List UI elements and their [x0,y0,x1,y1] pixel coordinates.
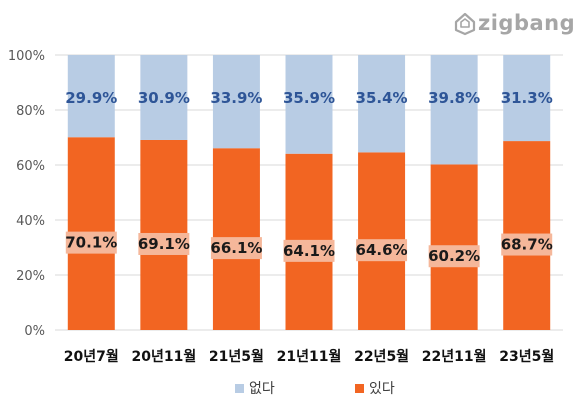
y-tick-label: 100% [8,49,45,64]
logo-text: zigbang [478,11,575,35]
x-axis-categories: 20년7월 20년11월 21년5월 21년11월 22년5월 22년11월 23년5월 [64,348,554,365]
zigbang-logo-icon [454,12,476,36]
y-tick-label: 40% [16,214,45,229]
bar-segment-없다 [212,55,260,149]
data-label-있다: 64.1% [283,242,335,260]
data-label-background [138,232,190,255]
data-label-있다: 66.1% [210,239,262,257]
legend-swatch-없다 [235,384,244,393]
x-category-label: 21년5월 [209,348,264,365]
x-category-label: 23년5월 [499,348,554,365]
data-label-있다: 60.2% [428,247,480,265]
data-label-없다: 29.9% [65,89,117,107]
data-label-없다: 30.9% [138,89,190,107]
x-category-label: 21년11월 [277,348,342,365]
data-label-background [283,239,335,262]
data-label-있다: 69.1% [138,235,190,253]
data-label-있다: 70.1% [65,234,117,252]
bar-segment-없다 [503,55,551,142]
data-label-없다: 35.9% [283,89,335,107]
y-axis-ticks: 0% 20% 40% 60% 80% 100% [8,49,45,339]
x-category-label: 20년7월 [64,348,119,365]
x-category-label: 20년11월 [131,348,196,365]
data-label-background [356,239,408,262]
bar-segment-없다 [140,55,188,140]
data-label-없다: 35.4% [356,89,408,107]
legend: 없다 있다 [235,381,395,397]
data-label-background [501,233,553,256]
data-labels: 70.1% 29.9% 69.1% 30.9% 66.1% 33.9% 64.1% 35.9%… [65,89,553,268]
data-label-있다: 68.7% [501,236,553,254]
bar-segment-없다 [67,55,115,138]
logo: zigbang [454,11,575,36]
y-tick-label: 0% [24,324,45,339]
x-category-label: 22년11월 [422,348,487,365]
x-category-label: 22년5월 [354,348,409,365]
data-label-없다: 31.3% [501,89,553,107]
bar-segment-없다 [285,55,333,154]
bar-segment-없다 [358,55,406,153]
data-label-background [65,231,117,254]
data-label-background [210,237,262,260]
legend-label-없다: 없다 [249,381,275,397]
y-tick-label: 20% [16,269,45,284]
y-tick-label: 80% [16,104,45,119]
y-tick-label: 60% [16,159,45,174]
data-label-없다: 39.8% [428,89,480,107]
data-label-background [428,245,480,268]
legend-swatch-있다 [355,384,364,393]
bar-segment-없다 [430,55,478,165]
legend-label-있다: 있다 [369,381,395,397]
data-label-없다: 33.9% [210,89,262,107]
data-label-있다: 64.6% [356,241,408,259]
